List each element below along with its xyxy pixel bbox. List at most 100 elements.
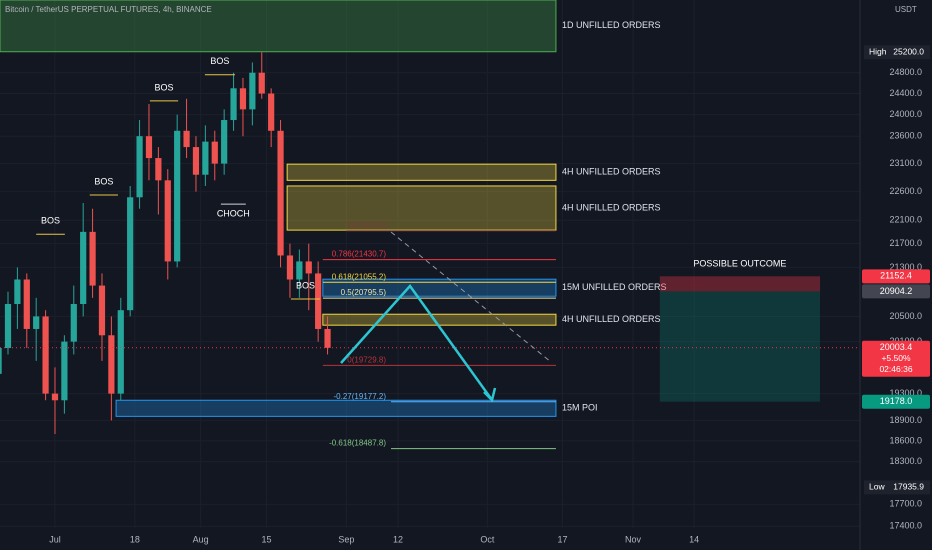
outcome-reward	[659, 291, 821, 402]
candle-body	[164, 180, 171, 262]
price-tag	[862, 394, 930, 409]
y-tick-label: 22600.0	[889, 186, 922, 196]
x-tick-label: Aug	[193, 534, 209, 544]
outcome-risk	[659, 276, 821, 292]
candle-body	[51, 393, 59, 401]
price-tag-label: 19178.0	[880, 396, 913, 406]
price-tag-label: 21152.4	[880, 271, 912, 281]
structure-label: BOS	[210, 56, 229, 66]
price-tag	[862, 340, 930, 377]
order-zone	[115, 399, 557, 417]
x-tick-label: Jul	[49, 534, 61, 544]
candle-body	[183, 130, 190, 148]
price-tag-sub: +5.50%	[881, 353, 911, 363]
candle-body	[155, 158, 162, 181]
candle-body	[296, 261, 303, 280]
outcome-label: POSSIBLE OUTCOME	[693, 259, 786, 269]
y-tick-label: 17400.0	[889, 521, 922, 531]
y-tick-label: 18900.0	[889, 415, 922, 425]
y-tick-label: 22100.0	[889, 215, 922, 225]
candle-body	[221, 120, 228, 164]
candle-body	[117, 310, 124, 394]
structure-label: CHOCH	[217, 208, 250, 218]
price-tag	[862, 269, 930, 284]
candle-body	[61, 341, 68, 401]
fib-label: 0.5(20795.5)	[341, 288, 387, 297]
zone-label: 4H UNFILLED ORDERS	[562, 314, 661, 324]
candle-body	[127, 197, 134, 311]
trend-line	[390, 231, 552, 363]
candle-body	[0, 348, 2, 374]
candle-body	[249, 72, 256, 110]
candle-body	[4, 303, 12, 349]
arrow-head	[483, 387, 497, 403]
structure-label: BOS	[155, 82, 174, 92]
x-tick-label: 18	[130, 534, 140, 544]
projection-arrow	[340, 284, 494, 401]
y-tick-label: 21300.0	[889, 262, 922, 272]
zone-label: 15M UNFILLED ORDERS	[562, 282, 667, 292]
x-tick-label: Sep	[338, 534, 354, 544]
candle-body	[211, 141, 218, 164]
price-tag	[862, 284, 930, 299]
plot-area: 1D UNFILLED ORDERS 4H UNFILLED ORDERS 4H U…	[0, 0, 860, 450]
candle-body	[136, 136, 143, 198]
extreme-label: 17935.9	[893, 482, 924, 492]
y-tick-label: 24000.0	[889, 109, 922, 119]
extreme-tag	[864, 45, 930, 60]
extreme-name: High	[869, 46, 887, 56]
candle-body	[80, 231, 87, 304]
fib-label: 1(21918.5)	[347, 221, 386, 230]
x-tick-label: Oct	[480, 534, 495, 544]
candle-body	[23, 279, 30, 329]
zone-label: 1D UNFILLED ORDERS	[562, 20, 661, 30]
candle-body	[286, 255, 294, 280]
y-tick-label: 17700.0	[889, 499, 922, 509]
y-tick-label: 19300.0	[889, 388, 922, 398]
extreme-label: 25200.0	[893, 46, 924, 56]
y-tick-label: 23100.0	[889, 158, 922, 168]
candle-body	[174, 130, 181, 262]
y-tick-label: 24400.0	[889, 88, 922, 98]
y-tick-label: 20500.0	[889, 311, 922, 321]
candle-body	[89, 231, 96, 286]
candle-body	[192, 147, 200, 175]
zone-label: 4H UNFILLED ORDERS	[562, 167, 661, 177]
candle-body	[145, 136, 153, 159]
y-tick-label: 18300.0	[889, 456, 922, 466]
y-tick-label: 21700.0	[889, 238, 922, 248]
candle-body	[315, 273, 322, 329]
order-zone	[322, 278, 557, 297]
order-zone	[322, 313, 557, 326]
candle-body	[42, 316, 49, 394]
candle-body	[324, 328, 331, 348]
order-zone	[0, 0, 557, 53]
x-tick-label: 15	[261, 534, 271, 544]
fib-label: -0.618(18487.8)	[329, 439, 386, 448]
order-zone	[286, 185, 557, 231]
candle-body	[268, 93, 275, 131]
structure-label: BOS	[296, 280, 315, 290]
fib-label: 0.786(21430.7)	[332, 250, 387, 259]
symbol-title: Bitcoin / TetherUS PERPETUAL FUTURES, 4h…	[5, 5, 212, 14]
y-tick-label: 24800.0	[889, 67, 922, 77]
candle-body	[33, 316, 40, 329]
candle-body	[14, 279, 21, 304]
extreme-name: Low	[869, 482, 885, 492]
price-tag-label: 20003.4	[880, 342, 913, 352]
fib-label: 0(19729.8)	[347, 356, 386, 365]
candle-body	[239, 88, 247, 110]
x-tick-label: Nov	[625, 534, 642, 544]
candle-body	[98, 285, 106, 336]
x-tick-label: 17	[558, 534, 568, 544]
structure-label: BOS	[41, 216, 60, 226]
price-tag-label: 20904.2	[880, 286, 913, 296]
candle-body	[70, 303, 77, 342]
fib-label: 0.618(21055.2)	[332, 272, 387, 281]
candle-body	[277, 130, 284, 256]
candle-body	[108, 335, 115, 394]
y-tick-label: 23600.0	[889, 131, 922, 141]
price-tag-sub: 02:46:36	[879, 364, 912, 374]
candle-body	[305, 261, 312, 274]
